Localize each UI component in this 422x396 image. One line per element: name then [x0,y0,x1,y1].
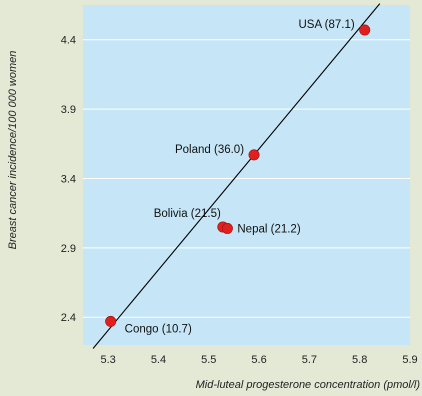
x-tick-label: 5.9 [402,354,417,366]
y-tick-label: 3.4 [61,173,76,185]
data-point-label: USA (87.1) [298,19,354,31]
data-point-label: Congo (10.7) [125,323,192,335]
data-point-label: Bolivia (21.5) [154,208,221,220]
data-point-label: Poland (36.0) [175,144,244,156]
data-point [248,149,260,161]
data-point [221,222,233,234]
x-tick-label: 5.7 [302,354,317,366]
x-tick-label: 5.3 [101,354,116,366]
x-tick-label: 5.5 [201,354,216,366]
x-tick-label: 5.6 [251,354,266,366]
x-axis-title: Mid-luteal progesterone concentration (p… [196,379,421,391]
regression-line [92,3,381,349]
data-points: USA (87.1) Poland (36.0) Bolivia (21.5) Nep… [105,19,371,335]
y-axis-ticks: 2.4 2.9 3.4 3.9 4.4 [61,35,76,325]
plot-area [83,5,410,345]
data-point-label: Nepal (21.2) [237,223,300,235]
gridlines [83,39,410,318]
y-tick-label: 3.9 [61,104,76,116]
x-tick-label: 5.4 [151,354,166,366]
y-tick-label: 4.4 [61,35,76,47]
y-tick-label: 2.9 [61,243,76,255]
data-point [359,24,371,36]
data-point [105,315,117,327]
y-tick-label: 2.4 [61,312,76,324]
y-axis-title: Breast cancer incidence/100 000 women [7,51,19,250]
x-tick-label: 5.8 [352,354,367,366]
x-axis-ticks: 5.3 5.4 5.5 5.6 5.7 5.8 5.9 [101,354,418,366]
